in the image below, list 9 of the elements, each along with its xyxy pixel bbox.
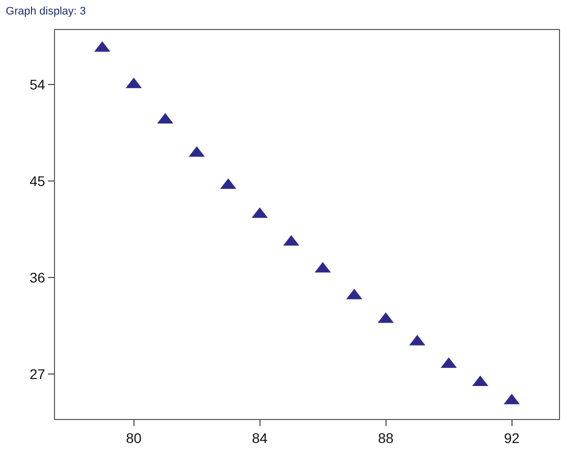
chart-title: Graph display: 3 (6, 6, 86, 18)
x-tick-label: 80 (126, 430, 142, 446)
x-tick-label: 92 (504, 430, 520, 446)
x-tick-label: 88 (378, 430, 394, 446)
y-tick-label: 45 (30, 173, 46, 189)
y-tick-label: 36 (30, 269, 46, 286)
y-tick-label: 27 (30, 366, 46, 382)
y-tick-label: 54 (30, 76, 46, 93)
x-tick-label: 84 (252, 430, 268, 446)
